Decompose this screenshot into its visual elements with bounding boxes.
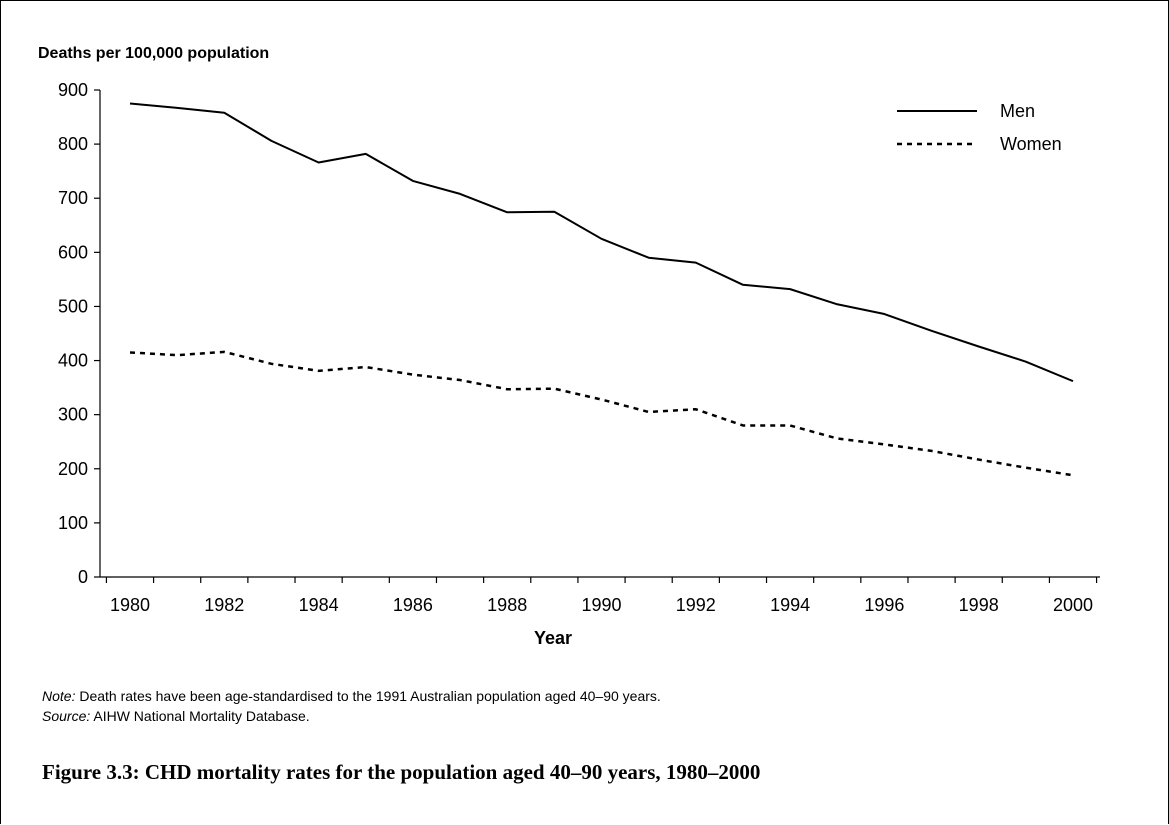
x-tick-label: 1998	[959, 595, 999, 615]
x-tick-label: 1988	[487, 595, 527, 615]
y-tick-label: 700	[58, 188, 88, 208]
x-tick-label: 1992	[676, 595, 716, 615]
figure-notes: Note: Death rates have been age-standard…	[42, 686, 661, 726]
series-line-women	[129, 350, 1074, 477]
y-tick-label: 500	[58, 296, 88, 316]
x-tick-label: 1982	[204, 595, 244, 615]
y-tick-label: 300	[58, 405, 88, 425]
source-text: AIHW National Mortality Database.	[90, 708, 310, 724]
x-tick-label: 1984	[299, 595, 339, 615]
x-axis: 1980 1982 1984 1986 1988 1990 1992 1994 1996 1998…	[100, 576, 1100, 615]
series-layer	[129, 102, 1074, 477]
series-line-men	[129, 102, 1074, 383]
y-tick-label: 600	[58, 242, 88, 262]
note-label: Note:	[42, 688, 76, 704]
legend-label-women: Women	[1000, 134, 1062, 154]
x-tick-label: 2000	[1053, 595, 1093, 615]
y-tick-label: 0	[78, 567, 88, 587]
x-tick-label: 1980	[110, 595, 150, 615]
x-tick-label: 1994	[770, 595, 810, 615]
source-line: Source: AIHW National Mortality Database…	[42, 706, 661, 726]
y-tick-label: 800	[58, 134, 88, 154]
x-tick-label: 1990	[581, 595, 621, 615]
figure-caption: Figure 3.3: CHD mortality rates for the …	[42, 760, 761, 784]
source-label: Source:	[42, 708, 91, 724]
y-tick-label: 100	[58, 513, 88, 533]
x-tick-label: 1986	[393, 595, 433, 615]
y-axis: 0 100 200 300 400 500 600 700 800 900	[58, 80, 101, 587]
line-chart: Deaths per 100,000 population 0 100 200 300…	[38, 45, 1100, 648]
x-axis-title: Year	[534, 628, 572, 648]
legend-label-men: Men	[1000, 101, 1035, 121]
y-tick-label: 400	[58, 351, 88, 371]
note-line: Note: Death rates have been age-standard…	[42, 686, 661, 706]
y-tick-label: 900	[58, 80, 88, 100]
legend: Men Women	[897, 101, 1062, 154]
note-text: Death rates have been age-standardised t…	[75, 688, 661, 704]
x-tick-label: 1996	[864, 595, 904, 615]
y-axis-title: Deaths per 100,000 population	[38, 45, 269, 62]
y-tick-label: 200	[58, 459, 88, 479]
